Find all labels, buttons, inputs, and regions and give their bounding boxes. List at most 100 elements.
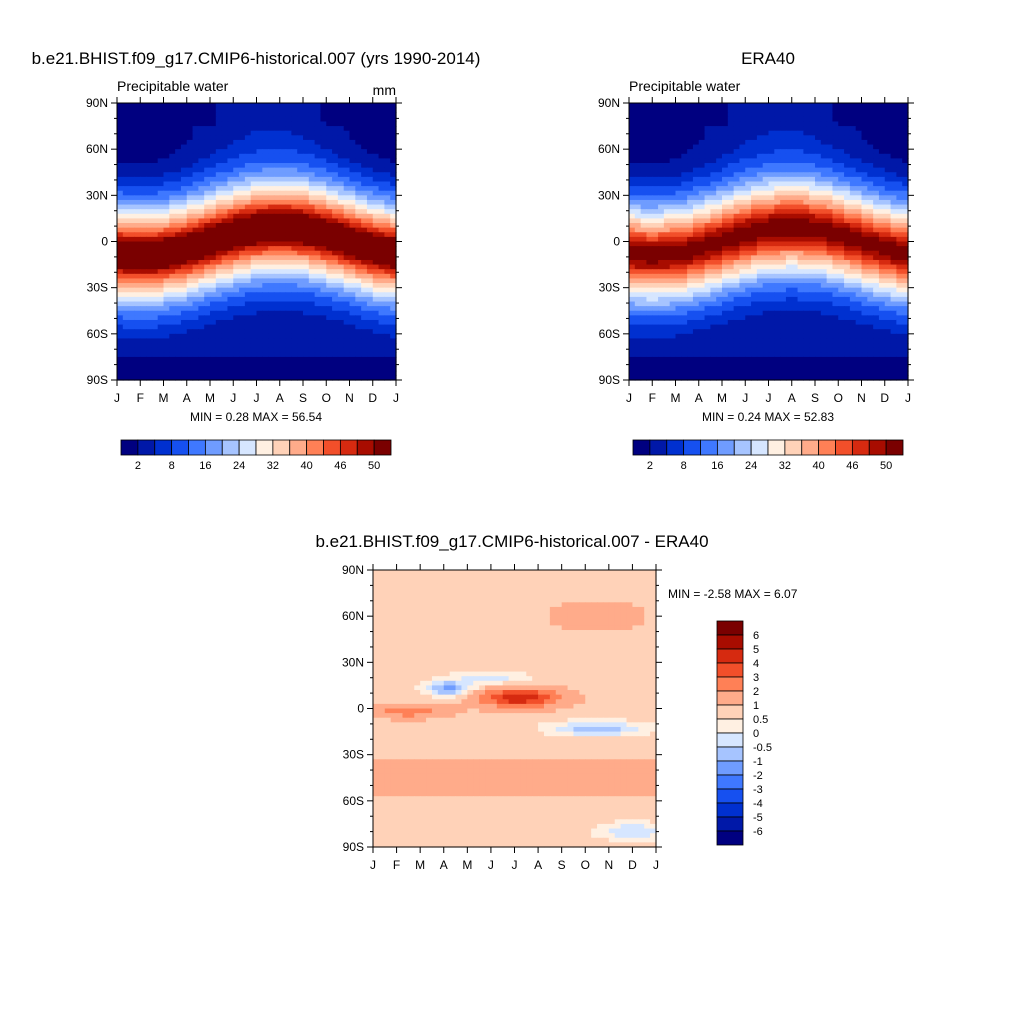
heatmap-cell bbox=[157, 329, 165, 335]
heatmap-cell bbox=[273, 269, 281, 275]
heatmap-cell bbox=[221, 107, 229, 113]
heatmap-cell bbox=[687, 190, 694, 196]
heatmap-cell bbox=[762, 103, 770, 109]
heatmap-cell bbox=[146, 135, 153, 141]
heatmap-cell bbox=[867, 181, 874, 187]
heatmap-cell bbox=[675, 186, 682, 192]
heatmap-cell bbox=[233, 139, 240, 146]
heatmap-cell bbox=[175, 107, 182, 113]
heatmap-cell bbox=[117, 246, 124, 252]
heatmap-cell bbox=[361, 366, 368, 372]
heatmap-cell bbox=[256, 236, 263, 243]
heatmap-cell bbox=[279, 176, 287, 183]
heatmap-cell bbox=[157, 199, 165, 206]
heatmap-cell bbox=[762, 287, 770, 293]
heatmap-cell bbox=[349, 255, 356, 261]
heatmap-cell bbox=[384, 269, 391, 275]
heatmap-cell bbox=[204, 176, 211, 183]
heatmap-cell bbox=[210, 204, 217, 210]
heatmap-cell bbox=[372, 319, 380, 326]
heatmap-cell bbox=[844, 172, 851, 178]
heatmap-cell bbox=[896, 283, 903, 289]
heatmap-cell bbox=[273, 186, 281, 192]
heatmap-cell bbox=[175, 153, 182, 159]
heatmap-cell bbox=[751, 107, 758, 113]
heatmap-cell bbox=[785, 149, 793, 155]
heatmap-cell bbox=[361, 347, 368, 353]
heatmap-cell bbox=[151, 250, 159, 256]
heatmap-cell bbox=[285, 116, 292, 123]
heatmap-cell bbox=[117, 223, 124, 229]
heatmap-cell bbox=[343, 283, 351, 289]
heatmap-cell bbox=[861, 121, 868, 127]
heatmap-cell bbox=[896, 236, 903, 243]
heatmap-cell bbox=[204, 135, 211, 141]
heatmap-cell bbox=[337, 292, 345, 298]
heatmap-cell bbox=[291, 213, 298, 220]
heatmap-cell bbox=[349, 144, 356, 150]
heatmap-cell bbox=[320, 204, 327, 210]
heatmap-cell bbox=[163, 333, 170, 340]
heatmap-cell bbox=[378, 319, 385, 326]
heatmap-cell bbox=[332, 181, 339, 187]
heatmap-cell bbox=[291, 333, 298, 340]
heatmap-cell bbox=[820, 218, 828, 224]
heatmap-cell bbox=[128, 176, 136, 183]
heatmap-cell bbox=[337, 301, 345, 307]
heatmap-cell bbox=[722, 250, 729, 256]
heatmap-cell bbox=[698, 273, 706, 280]
heatmap-cell bbox=[198, 264, 205, 270]
heatmap-cell bbox=[756, 195, 764, 201]
heatmap-cell bbox=[884, 149, 892, 155]
heatmap-cell bbox=[215, 246, 223, 252]
heatmap-cell bbox=[716, 176, 723, 183]
heatmap-cell bbox=[803, 246, 810, 252]
heatmap-cell bbox=[884, 209, 892, 215]
heatmap-cell bbox=[169, 199, 176, 206]
heatmap-cell bbox=[163, 213, 170, 220]
heatmap-cell bbox=[151, 324, 159, 330]
heatmap-cell bbox=[797, 269, 804, 275]
heatmap-cell bbox=[326, 126, 333, 132]
heatmap-cell bbox=[268, 112, 275, 118]
heatmap-cell bbox=[320, 292, 327, 298]
heatmap-cell bbox=[716, 264, 723, 270]
heatmap-cell bbox=[803, 204, 810, 210]
heatmap-cell bbox=[146, 338, 153, 344]
heatmap-cell bbox=[151, 292, 159, 298]
heatmap-cell bbox=[122, 209, 130, 215]
heatmap-cell bbox=[198, 370, 205, 376]
heatmap-cell bbox=[308, 370, 316, 376]
heatmap-cell bbox=[838, 264, 845, 270]
heatmap-cell bbox=[722, 269, 729, 275]
heatmap-cell bbox=[285, 333, 292, 340]
heatmap-cell bbox=[722, 186, 729, 192]
heatmap-cell bbox=[768, 153, 775, 159]
heatmap-cell bbox=[716, 126, 723, 132]
heatmap-cell bbox=[751, 255, 758, 261]
heatmap-cell bbox=[256, 176, 263, 183]
heatmap-cell bbox=[343, 366, 351, 372]
heatmap-cell bbox=[669, 223, 677, 229]
heatmap-cell bbox=[646, 246, 653, 252]
heatmap-cell bbox=[134, 158, 141, 164]
heatmap-cell bbox=[768, 135, 775, 141]
heatmap-cell bbox=[815, 195, 822, 201]
heatmap-cell bbox=[343, 195, 351, 201]
heatmap-cell bbox=[221, 287, 229, 293]
heatmap-cell bbox=[780, 181, 787, 187]
heatmap-cell bbox=[186, 176, 194, 183]
heatmap-cell bbox=[314, 343, 322, 349]
heatmap-cell bbox=[855, 163, 863, 169]
heatmap-cell bbox=[780, 112, 787, 118]
heatmap-cell bbox=[355, 370, 362, 376]
heatmap-cell bbox=[716, 107, 723, 113]
heatmap-cell bbox=[210, 375, 217, 381]
heatmap-cell bbox=[192, 223, 199, 229]
heatmap-cell bbox=[210, 213, 217, 220]
heatmap-cell bbox=[634, 236, 642, 243]
heatmap-cell bbox=[832, 126, 839, 132]
heatmap-cell bbox=[832, 158, 839, 164]
heatmap-cell bbox=[378, 103, 385, 109]
heatmap-cell bbox=[326, 186, 333, 192]
